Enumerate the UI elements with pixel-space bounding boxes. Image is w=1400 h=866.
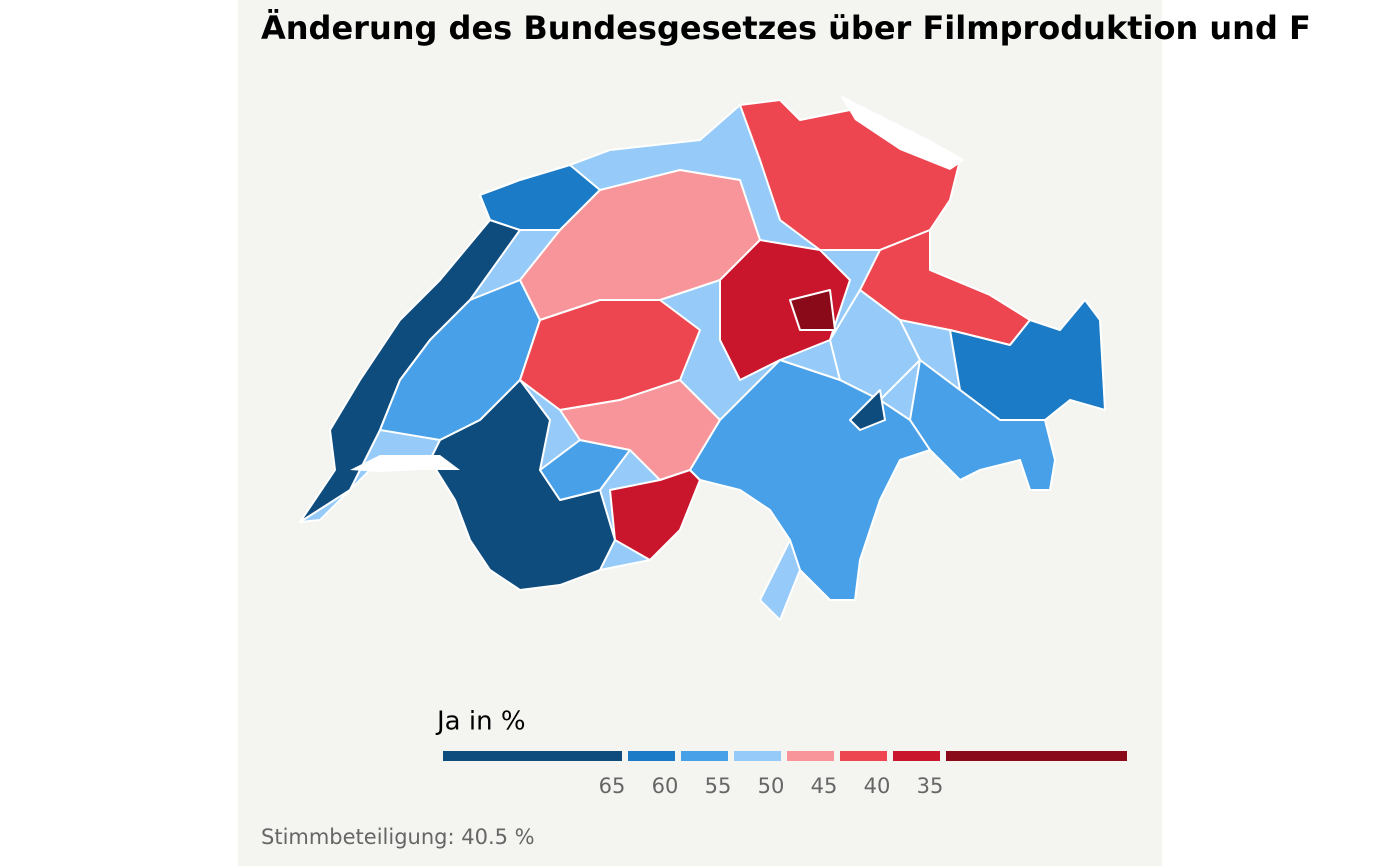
legend-tick-label: 60 — [652, 774, 679, 798]
map-title: Änderung des Bundesgesetzes über Filmpro… — [261, 9, 1311, 47]
lake — [840, 95, 965, 170]
region — [479, 164, 601, 231]
legend-tick-label: 40 — [864, 774, 891, 798]
lake — [350, 455, 460, 472]
legend-key — [946, 751, 1127, 761]
legend-key — [734, 751, 781, 761]
region — [429, 379, 616, 591]
legend: 65 60 55 50 45 40 35 — [443, 751, 1127, 798]
region — [539, 439, 631, 501]
legend-tick-label: 55 — [705, 774, 732, 798]
region — [739, 99, 961, 251]
legend-key — [681, 751, 728, 761]
legend-tick-label: 45 — [811, 774, 838, 798]
legend-tick-label: 65 — [599, 774, 626, 798]
region — [849, 389, 886, 431]
legend-title: Ja in % — [435, 707, 526, 737]
legend-tick-label: 50 — [758, 774, 785, 798]
legend-key — [628, 751, 675, 761]
legend-key — [443, 751, 622, 761]
legend-key — [893, 751, 940, 761]
legend-key — [840, 751, 887, 761]
legend-tick-label: 35 — [917, 774, 944, 798]
region — [609, 469, 701, 561]
map — [299, 95, 1106, 621]
legend-key — [787, 751, 834, 761]
caption: Stimmbeteiligung: 40.5 % — [261, 825, 535, 849]
